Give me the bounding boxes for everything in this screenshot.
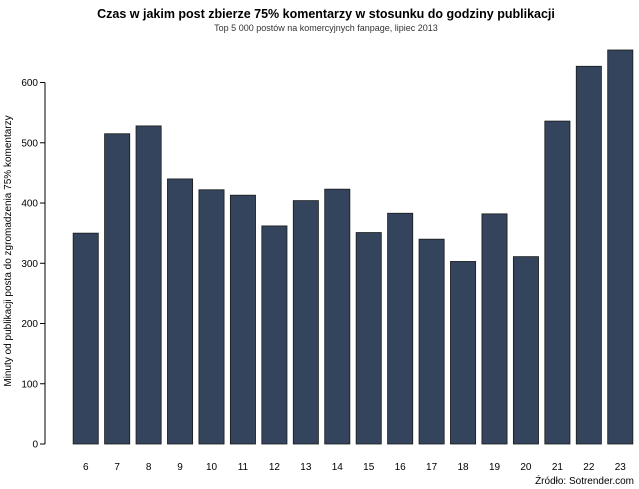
bar-hour-14 bbox=[324, 188, 351, 445]
x-tick-label: 23 bbox=[615, 462, 627, 473]
y-tick-label: 600 bbox=[21, 78, 38, 89]
bars bbox=[72, 49, 634, 445]
x-tick-label: 17 bbox=[426, 462, 438, 473]
x-tick-label: 10 bbox=[206, 462, 218, 473]
bar-hour-10 bbox=[198, 189, 225, 445]
x-tick-label: 22 bbox=[583, 462, 595, 473]
y-tick-label: 0 bbox=[32, 440, 38, 451]
y-axis-label: Minuty od publikacji posta do zgromadzen… bbox=[3, 115, 14, 386]
x-tick-label: 13 bbox=[300, 462, 312, 473]
source-note: Źródło: Sotrender.com bbox=[535, 474, 634, 487]
x-tick-label: 14 bbox=[332, 462, 344, 473]
chart-title: Czas w jakim post zbierze 75% komentarzy… bbox=[97, 7, 555, 21]
bar-hour-19 bbox=[481, 213, 508, 445]
x-tick-label: 11 bbox=[238, 462, 249, 473]
x-tick-label: 20 bbox=[520, 462, 532, 473]
bar-hour-20 bbox=[512, 256, 539, 445]
x-tick-label: 21 bbox=[552, 462, 564, 473]
x-tick-label: 8 bbox=[146, 462, 152, 473]
y-tick-label: 500 bbox=[21, 138, 38, 149]
y-tick-label: 400 bbox=[21, 199, 38, 210]
x-tick-label: 9 bbox=[177, 462, 183, 473]
bar-hour-15 bbox=[355, 232, 382, 445]
y-tick-label: 300 bbox=[21, 259, 38, 270]
bar-hour-16 bbox=[387, 212, 414, 445]
x-tick-label: 15 bbox=[363, 462, 375, 473]
x-tick-label: 6 bbox=[83, 462, 89, 473]
bar-hour-7 bbox=[104, 133, 131, 445]
bar-hour-8 bbox=[135, 125, 162, 445]
bar-hour-13 bbox=[292, 200, 319, 445]
x-tick-label: 7 bbox=[114, 462, 120, 473]
x-tick-label: 12 bbox=[269, 462, 281, 473]
y-axis: 0 100 200 300 400 500 600 bbox=[21, 78, 46, 451]
x-tick-label: 16 bbox=[395, 462, 407, 473]
bar-hour-21 bbox=[544, 120, 571, 445]
bar-hour-18 bbox=[450, 261, 477, 445]
bar-hour-6 bbox=[72, 232, 99, 445]
bar-hour-23 bbox=[607, 49, 634, 445]
y-tick-label: 200 bbox=[21, 319, 38, 330]
x-tick-label: 19 bbox=[489, 462, 501, 473]
bar-hour-11 bbox=[229, 194, 256, 445]
x-axis-ticks: 6 7 8 9 10 11 12 13 14 15 16 17 18 19 20 21 22 23 bbox=[83, 462, 626, 473]
bar-hour-22 bbox=[575, 65, 602, 445]
bar-hour-9 bbox=[167, 178, 194, 445]
bar-hour-17 bbox=[418, 238, 445, 445]
x-tick-label: 18 bbox=[457, 462, 469, 473]
chart-subtitle: Top 5 000 postów na komercyjnych fanpage… bbox=[214, 23, 438, 33]
bar-hour-12 bbox=[261, 225, 288, 445]
y-tick-label: 100 bbox=[21, 379, 38, 390]
